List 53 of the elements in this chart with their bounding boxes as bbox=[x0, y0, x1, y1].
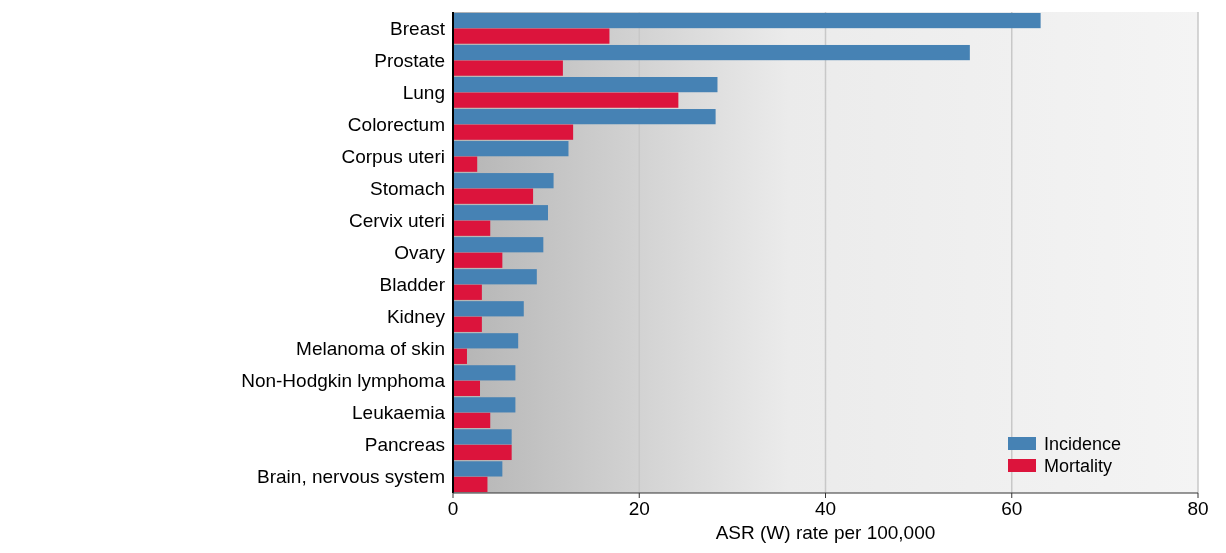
y-tick-label: Bladder bbox=[379, 274, 446, 296]
bar bbox=[453, 156, 478, 172]
bar bbox=[453, 412, 491, 428]
bar bbox=[453, 173, 554, 189]
bar bbox=[453, 348, 467, 364]
bar bbox=[453, 333, 519, 349]
bar bbox=[453, 269, 537, 285]
bar bbox=[453, 397, 516, 413]
bar bbox=[453, 141, 569, 157]
bar bbox=[453, 252, 503, 268]
bar bbox=[453, 44, 970, 61]
x-tick-label: 60 bbox=[1001, 498, 1023, 519]
bar bbox=[453, 60, 563, 76]
y-tick-label: Cervix uteri bbox=[348, 210, 445, 232]
legend-label: Mortality bbox=[1044, 456, 1113, 477]
bar bbox=[453, 28, 610, 44]
y-tick-label: Corpus uteri bbox=[341, 146, 445, 168]
y-tick-label: Leukaemia bbox=[352, 402, 446, 424]
x-tick-label: 20 bbox=[628, 498, 650, 519]
legend-label: Incidence bbox=[1044, 434, 1122, 455]
bar bbox=[453, 476, 488, 493]
y-tick-label: Breast bbox=[390, 17, 446, 39]
x-tick-label: 0 bbox=[447, 498, 459, 519]
bar bbox=[453, 237, 544, 253]
bar bbox=[453, 461, 503, 477]
y-tick-label: Pancreas bbox=[364, 434, 445, 456]
y-tick-label: Non-Hodgkin lymphoma bbox=[241, 370, 446, 392]
bar bbox=[453, 444, 512, 461]
bar bbox=[453, 124, 574, 140]
bar bbox=[453, 92, 679, 108]
y-tick-label: Ovary bbox=[394, 242, 446, 264]
bar bbox=[453, 365, 516, 381]
bar bbox=[453, 380, 481, 396]
y-tick-label: Kidney bbox=[386, 306, 446, 328]
bar bbox=[453, 284, 482, 300]
x-axis-title: ASR (W) rate per 100,000 bbox=[715, 522, 936, 543]
y-tick-label: Stomach bbox=[370, 178, 445, 200]
y-tick-label: Melanoma of skin bbox=[296, 338, 445, 360]
x-tick-label: 40 bbox=[814, 498, 837, 519]
y-tick-label: Prostate bbox=[374, 50, 445, 72]
bar bbox=[453, 220, 491, 236]
bar bbox=[453, 109, 716, 125]
bar bbox=[453, 188, 534, 204]
bar bbox=[453, 12, 1041, 29]
bar bbox=[453, 77, 718, 93]
bar bbox=[453, 429, 512, 445]
y-tick-label: Lung bbox=[402, 82, 445, 104]
bar bbox=[453, 301, 524, 317]
y-tick-label: Brain, nervous system bbox=[257, 466, 445, 488]
bar bbox=[453, 316, 482, 332]
bar bbox=[453, 205, 548, 221]
y-tick-label: Colorectum bbox=[347, 114, 445, 136]
x-tick-label: 80 bbox=[1187, 498, 1209, 519]
